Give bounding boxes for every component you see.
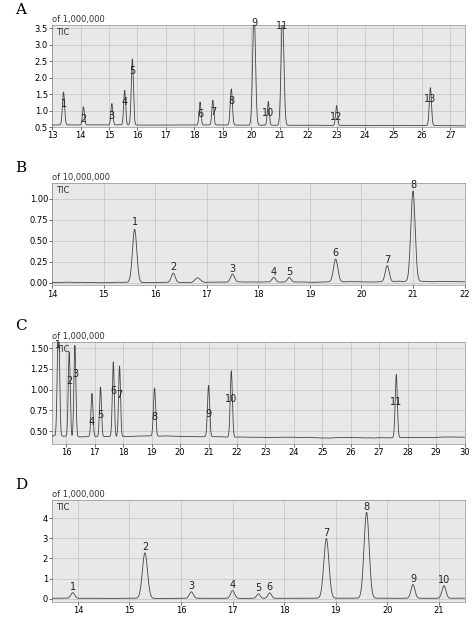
Text: 13: 13 [424, 94, 437, 104]
Text: of 10,000,000: of 10,000,000 [52, 173, 110, 182]
Text: 3: 3 [109, 110, 115, 120]
Text: 5: 5 [129, 66, 136, 76]
Text: 1: 1 [70, 582, 76, 593]
Text: B: B [15, 161, 26, 175]
Text: 1: 1 [61, 99, 66, 109]
Text: 5: 5 [97, 411, 104, 421]
Text: of 1,000,000: of 1,000,000 [52, 15, 105, 24]
Text: 2: 2 [66, 376, 73, 386]
Text: 7: 7 [210, 107, 216, 117]
Text: 4: 4 [89, 417, 95, 427]
Text: 6: 6 [333, 248, 339, 258]
Text: C: C [15, 319, 27, 334]
Text: 5: 5 [286, 267, 292, 277]
Text: 4: 4 [229, 580, 236, 590]
Text: TIC: TIC [56, 186, 70, 196]
Text: 1: 1 [132, 217, 137, 227]
Text: 3: 3 [188, 581, 194, 591]
Text: of 1,000,000: of 1,000,000 [52, 490, 105, 499]
Text: 11: 11 [276, 21, 289, 31]
Text: 4: 4 [122, 97, 128, 107]
Text: 8: 8 [152, 412, 157, 422]
Text: 2: 2 [80, 114, 87, 124]
Text: 10: 10 [438, 576, 450, 586]
Text: 5: 5 [255, 584, 262, 593]
Text: 3: 3 [229, 263, 236, 273]
Text: 8: 8 [228, 96, 234, 106]
Text: TIC: TIC [56, 28, 70, 37]
Text: 1: 1 [55, 340, 62, 350]
Text: 10: 10 [262, 108, 274, 118]
Text: 6: 6 [266, 582, 273, 593]
Text: 8: 8 [410, 180, 416, 190]
Text: TIC: TIC [56, 345, 70, 354]
Text: 4: 4 [271, 267, 277, 277]
Text: 7: 7 [384, 255, 390, 265]
Text: 6: 6 [197, 109, 203, 119]
Text: D: D [15, 478, 27, 492]
Text: 9: 9 [410, 574, 416, 584]
Text: A: A [15, 3, 26, 17]
Text: 2: 2 [142, 542, 148, 552]
Text: 7: 7 [117, 389, 123, 399]
Text: TIC: TIC [56, 503, 70, 512]
Text: 7: 7 [323, 528, 329, 538]
Text: 12: 12 [330, 112, 343, 122]
Text: 9: 9 [206, 409, 211, 419]
Text: 11: 11 [390, 397, 402, 407]
Text: 2: 2 [170, 262, 176, 272]
Text: 8: 8 [364, 502, 370, 512]
Text: 3: 3 [72, 369, 78, 379]
Text: 6: 6 [110, 386, 116, 396]
Text: of 1,000,000: of 1,000,000 [52, 332, 105, 340]
Text: 10: 10 [225, 394, 237, 404]
Text: 9: 9 [251, 18, 257, 28]
